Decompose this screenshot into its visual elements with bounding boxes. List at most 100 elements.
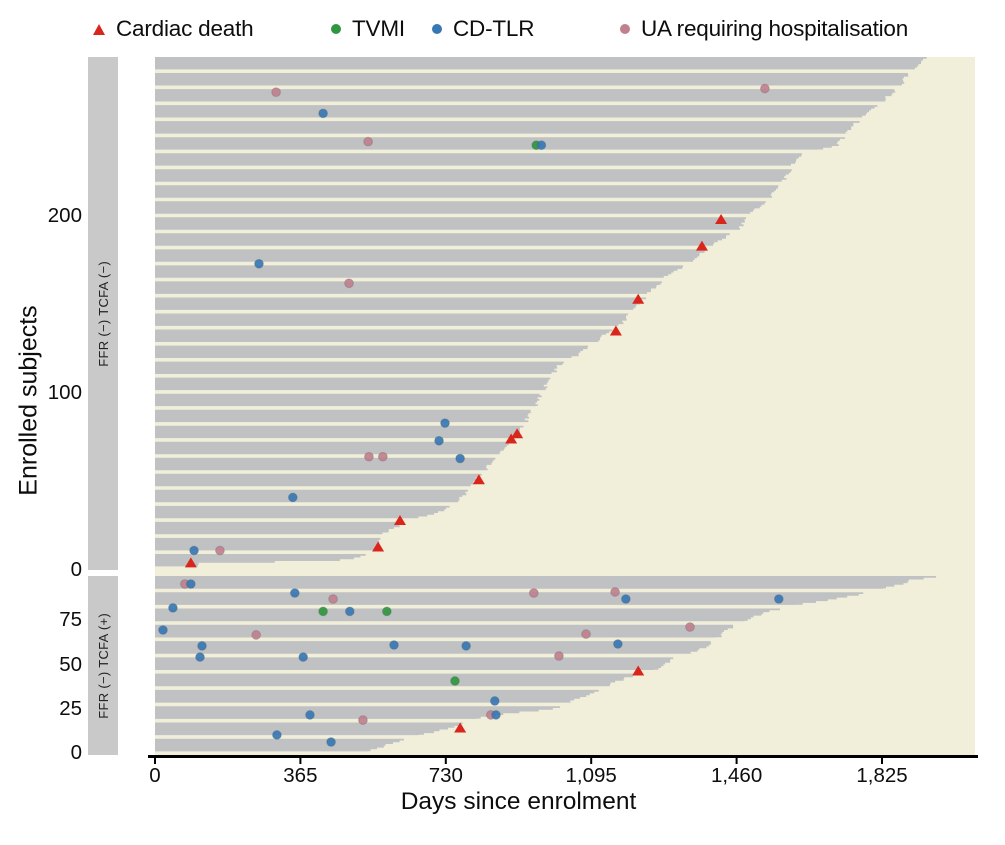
cardiac-death-marker	[454, 722, 467, 733]
follow-up-bar-band	[155, 233, 730, 246]
follow-up-bar-band	[155, 185, 779, 198]
follow-up-bar-band	[155, 505, 450, 519]
tvmi-marker	[450, 676, 460, 686]
legend-item-ua-requiring-hospitalisation: UA requiring hospitalisation	[620, 14, 908, 44]
follow-up-bar-band	[155, 473, 482, 487]
ua-hosp-marker	[328, 594, 338, 604]
follow-up-bar-band	[155, 592, 864, 605]
facet-strip-ffr-neg-tcfa-neg: FFR (−) TCFA (−)	[88, 57, 118, 570]
cardiac-death-marker	[184, 557, 197, 568]
cd-tlr-marker	[158, 625, 168, 635]
ua-hosp-marker	[759, 83, 770, 94]
legend-label: TVMI	[352, 16, 405, 41]
x-tick-label: 1,095	[565, 764, 617, 787]
follow-up-bar-band	[155, 297, 647, 310]
follow-up-bar-band	[155, 722, 463, 736]
legend-label: Cardiac death	[116, 16, 254, 41]
follow-up-bar-band	[155, 441, 516, 455]
y-tick-label: 100	[47, 381, 82, 404]
follow-up-bar-band	[155, 377, 551, 391]
cd-tlr-marker	[298, 652, 309, 662]
ua-hosp-marker	[610, 587, 621, 597]
cardiac-death-marker	[472, 474, 485, 485]
y-tick-label: 25	[59, 696, 82, 720]
follow-up-bar-band	[155, 425, 524, 439]
x-tick-label: 730	[428, 764, 463, 787]
follow-up-bar-band	[155, 89, 896, 102]
follow-up-bar-band	[155, 673, 636, 687]
cd-tlr-marker	[271, 730, 282, 740]
x-axis-tick	[590, 755, 593, 764]
cardiac-death-marker	[632, 665, 645, 676]
follow-up-bar-band	[155, 689, 599, 703]
y-tick-label: 50	[59, 652, 82, 676]
ua-hosp-marker	[685, 622, 695, 632]
follow-up-bar-band	[155, 393, 542, 407]
legend-dot-icon	[620, 24, 630, 34]
cd-tlr-marker	[326, 737, 336, 747]
cd-tlr-marker	[344, 606, 355, 617]
cardiac-death-marker	[505, 433, 518, 444]
follow-up-bar-band	[155, 409, 531, 423]
ua-hosp-marker	[251, 630, 262, 640]
x-tick-label: 1,460	[710, 764, 763, 787]
ua-hosp-marker	[344, 278, 354, 289]
cd-tlr-marker	[612, 639, 623, 649]
follow-up-bar-band	[155, 554, 366, 567]
x-tick-label: 365	[283, 764, 318, 787]
cd-tlr-marker	[620, 594, 631, 604]
ua-hosp-marker	[364, 451, 374, 462]
x-axis-tick	[154, 755, 156, 764]
cardiac-death-marker	[715, 214, 728, 225]
follow-up-bar-band	[155, 201, 766, 214]
follow-up-bar-band	[155, 624, 734, 638]
cardiac-death-marker	[695, 240, 708, 251]
x-axis-tick	[881, 755, 883, 764]
cd-tlr-marker	[455, 453, 466, 464]
follow-up-bar-band	[155, 329, 613, 342]
cd-tlr-marker	[197, 641, 207, 651]
follow-up-bar-band	[155, 576, 937, 589]
ua-hosp-marker	[215, 545, 225, 556]
cd-tlr-marker	[491, 710, 501, 720]
follow-up-bar-band	[155, 73, 909, 86]
follow-up-bar-band	[155, 345, 589, 358]
cardiac-death-marker	[511, 428, 524, 439]
facet-strip-label: FFR (−) TCFA (+)	[95, 612, 111, 719]
cd-tlr-marker	[195, 652, 205, 662]
cd-tlr-marker	[440, 418, 450, 428]
follow-up-bar-band	[155, 608, 780, 622]
follow-up-bar-band	[155, 641, 711, 654]
ua-hosp-marker	[528, 588, 539, 598]
follow-up-bar-band	[155, 265, 684, 278]
x-tick-label: 1,825	[856, 764, 908, 787]
cardiac-death-marker	[632, 293, 645, 304]
x-axis-title: Days since enrolment	[400, 788, 637, 815]
legend-label: UA requiring hospitalisation	[641, 16, 909, 41]
ua-hosp-marker	[358, 715, 368, 725]
cd-tlr-marker	[773, 594, 784, 604]
facet-strip-label: FFR (−) TCFA (−)	[95, 260, 111, 367]
legend-item-tvmi: TVMI	[331, 14, 405, 44]
cardiac-death-marker	[372, 541, 385, 552]
follow-up-bar-band	[155, 361, 564, 374]
cardiac-death-marker	[393, 514, 406, 525]
cd-tlr-marker	[536, 140, 547, 151]
ua-hosp-marker	[377, 451, 388, 462]
follow-up-bar-band	[155, 657, 674, 670]
legend-dot-icon	[432, 24, 442, 34]
follow-up-bar-band	[155, 537, 381, 551]
follow-up-bar-band	[155, 249, 706, 262]
follow-up-bar-band	[155, 105, 878, 118]
ua-hosp-marker	[581, 629, 591, 639]
x-axis-tick	[299, 755, 302, 764]
follow-up-bar-band	[155, 521, 404, 535]
cardiac-death-marker	[609, 325, 622, 336]
follow-up-bar-band	[155, 121, 860, 134]
legend-dot-icon	[331, 24, 341, 34]
cd-tlr-marker	[168, 602, 178, 613]
legend-item-cardiac-death: Cardiac death	[93, 14, 254, 44]
tvmi-marker	[381, 606, 392, 617]
x-axis-tick	[735, 755, 738, 764]
